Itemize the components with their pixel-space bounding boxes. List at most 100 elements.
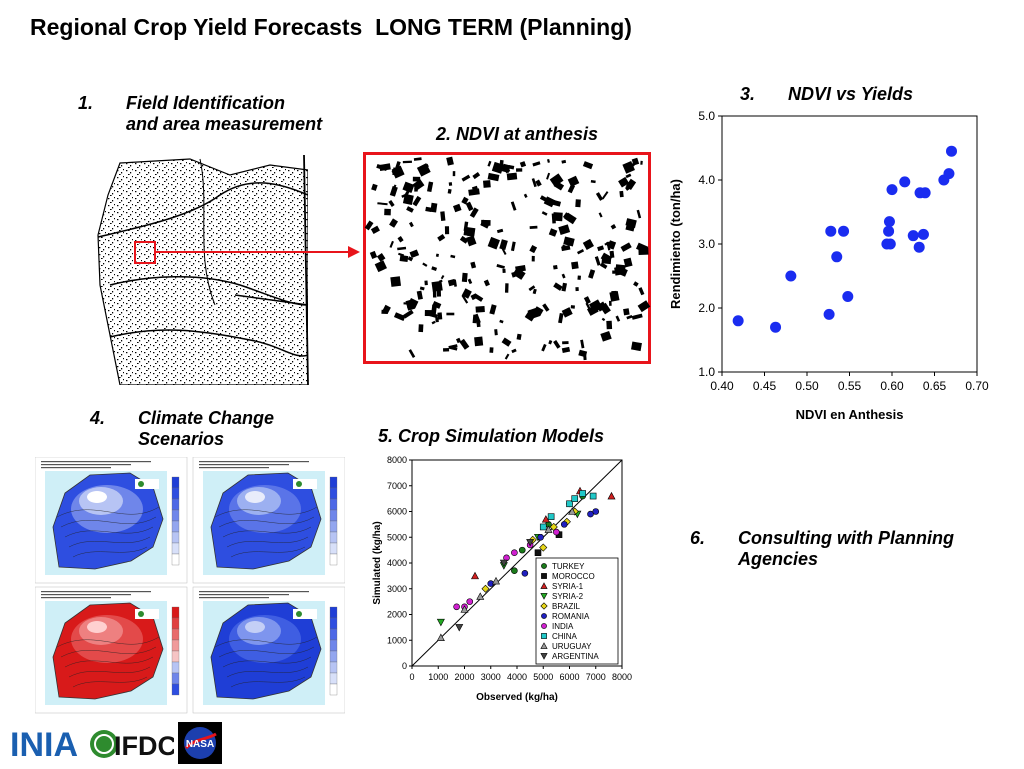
field-blob xyxy=(622,160,635,174)
inia-logo-text: INIA xyxy=(10,726,78,762)
legend-entry: INDIA xyxy=(552,622,574,631)
field-blob xyxy=(504,283,509,293)
field-blob xyxy=(389,186,398,197)
field-blob xyxy=(499,319,504,324)
x-tick-label: 0.50 xyxy=(795,379,819,393)
data-point xyxy=(466,598,474,605)
data-point xyxy=(884,238,896,250)
data-point xyxy=(592,508,600,515)
field-blob xyxy=(412,195,422,207)
globe-icon xyxy=(296,611,302,617)
color-scale-bar xyxy=(171,606,180,696)
field-blob xyxy=(501,337,512,347)
field-blob xyxy=(371,183,378,191)
field-blob xyxy=(506,172,518,181)
field-blob xyxy=(459,235,469,244)
data-point xyxy=(825,225,837,237)
field-blob xyxy=(393,312,406,322)
scale-swatch xyxy=(171,639,180,652)
field-blob xyxy=(438,279,443,283)
legend-entry: SYRIA-2 xyxy=(552,592,584,601)
legend-marker xyxy=(541,633,547,639)
field-blob xyxy=(615,264,626,270)
field-blob xyxy=(374,260,387,273)
field-blob xyxy=(553,212,563,222)
field-blob xyxy=(450,254,456,259)
x-tick-label: 0.55 xyxy=(838,379,862,393)
map-isoline xyxy=(230,676,306,688)
field-blob xyxy=(577,275,581,280)
field-blob xyxy=(446,156,454,166)
field-blob xyxy=(570,305,575,309)
map-isoline xyxy=(226,666,309,678)
field-blob xyxy=(523,193,528,198)
data-point xyxy=(842,290,854,302)
field-blob xyxy=(390,276,401,287)
field-blob xyxy=(618,176,630,188)
map-isoline xyxy=(218,516,315,528)
data-point xyxy=(537,533,544,541)
y-tick-label: 0 xyxy=(402,661,407,671)
field-blob xyxy=(609,290,620,302)
field-blob xyxy=(578,349,588,358)
y-tick-label: 7000 xyxy=(387,481,407,491)
field-blob xyxy=(501,163,511,173)
data-point xyxy=(607,491,616,500)
field-blob xyxy=(402,160,412,164)
map-contour xyxy=(87,621,107,633)
scale-swatch xyxy=(329,639,338,652)
field-blob xyxy=(524,309,537,322)
field-blob xyxy=(499,239,508,251)
label-line: Climate Change xyxy=(138,408,275,428)
scale-swatch xyxy=(171,487,180,500)
field-blob xyxy=(561,346,571,353)
field-blob xyxy=(461,272,468,283)
y-tick-label: 3.0 xyxy=(698,237,715,251)
field-blob xyxy=(532,288,537,295)
field-blob xyxy=(519,161,527,168)
arrow-head xyxy=(348,246,360,258)
scale-swatch xyxy=(171,672,180,685)
label-number: 4. xyxy=(90,408,106,428)
field-blob xyxy=(496,228,504,234)
field-blob xyxy=(465,201,474,212)
field-blob xyxy=(562,212,576,224)
field-blob xyxy=(412,176,421,182)
field-blob xyxy=(510,201,517,211)
field-blob xyxy=(609,250,615,258)
data-point xyxy=(785,270,797,282)
panel-caption-line xyxy=(41,464,131,466)
data-point xyxy=(838,225,850,237)
label-line: Consulting with Planning xyxy=(738,528,954,548)
field-blob xyxy=(582,238,594,250)
y-tick-label: 3000 xyxy=(387,584,407,594)
color-scale-bar xyxy=(329,606,338,696)
scale-swatch xyxy=(329,606,338,619)
field-blob xyxy=(558,224,571,235)
scale-swatch xyxy=(329,531,338,544)
field-blob xyxy=(533,306,544,316)
field-blob xyxy=(487,236,500,250)
ndvi-yield-chart: 0.40 0.45 0.50 0.55 0.60 0.65 0.70 1.0 2.0 3.0 4.0… xyxy=(668,109,989,422)
field-blob xyxy=(637,300,651,313)
data-point xyxy=(539,523,547,531)
y-tick-label: 1000 xyxy=(387,635,407,645)
label-line: Scenarios xyxy=(138,429,225,449)
panel-logo-box xyxy=(135,609,159,619)
field-blob xyxy=(499,159,504,169)
field-blob xyxy=(475,305,485,313)
field-blob xyxy=(583,296,591,305)
field-blob xyxy=(549,199,562,207)
field-blob xyxy=(553,264,558,270)
data-point xyxy=(831,251,843,263)
field-blob xyxy=(388,199,395,207)
scale-swatch xyxy=(171,617,180,630)
field-blob xyxy=(391,165,405,179)
x-tick-label: 0.65 xyxy=(923,379,947,393)
panel-caption-line xyxy=(41,597,111,599)
nasa-meatball-icon xyxy=(184,727,216,759)
field-blob xyxy=(461,196,469,205)
one-to-one-line xyxy=(411,459,623,667)
data-point xyxy=(560,521,568,528)
field-blob xyxy=(502,268,506,273)
